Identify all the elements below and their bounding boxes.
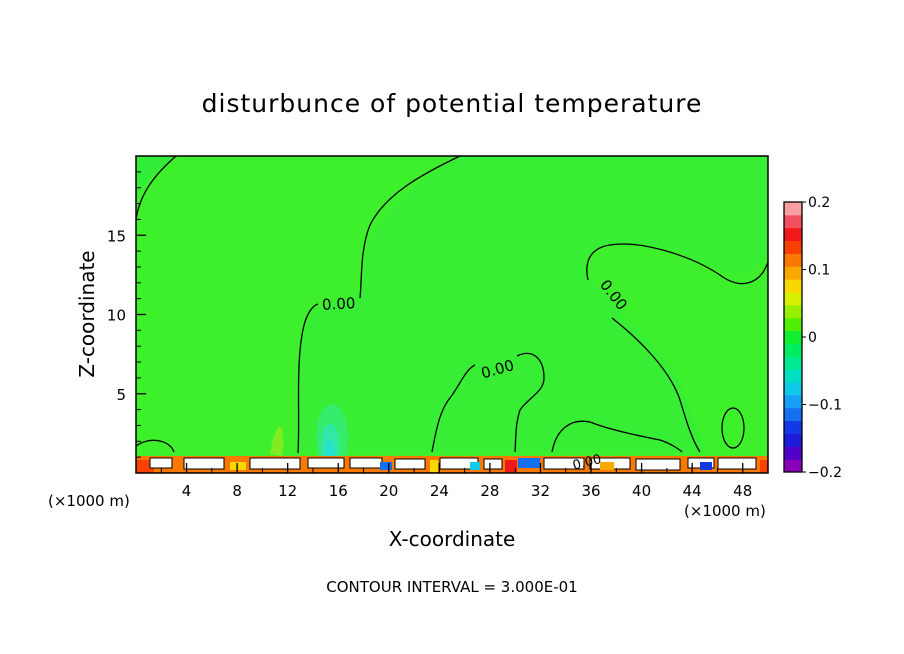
x-tick-label: 36 — [581, 482, 600, 500]
colorbar-swatch — [784, 446, 802, 460]
colorbar-swatch — [784, 356, 802, 370]
plot-area: 0.00 0.00 0.00 0.00 — [135, 155, 769, 474]
colorbar-swatch — [784, 304, 802, 319]
colorbar-swatch — [784, 420, 802, 434]
colorbar-swatch — [784, 433, 802, 447]
x-unit-right: (×1000 m) — [684, 502, 766, 520]
colorbar-swatch — [784, 382, 802, 396]
contour-label-1: 0.00 — [322, 294, 356, 314]
x-axis-label: X-coordinate — [389, 527, 516, 551]
colorbar-swatch — [784, 279, 802, 293]
colorbar-swatch — [784, 202, 802, 216]
y-tick-label: 15 — [107, 227, 126, 245]
colorbar-swatch — [784, 240, 802, 254]
colorbar-tick-label: −0.2 — [808, 465, 842, 481]
contour-main-left — [297, 303, 319, 454]
x-axis: 4 8 12 16 20 24 28 32 36 40 44 48 — [160, 463, 752, 500]
x-tick-label: 48 — [733, 482, 752, 500]
colorbar-swatch — [784, 459, 802, 473]
contour-right-top — [586, 243, 769, 285]
x-tick-label: 4 — [182, 482, 192, 500]
contour-main-upper — [359, 155, 461, 299]
colorbar-swatch — [784, 266, 802, 280]
contour-lines — [135, 155, 769, 454]
y-tick-label: 10 — [107, 307, 126, 325]
contour-top-left — [135, 155, 177, 221]
y-tick-label: 5 — [116, 386, 126, 404]
colorbar-swatch — [784, 214, 802, 229]
x-tick-label: 44 — [683, 482, 702, 500]
chart-title: disturbunce of potential temperature — [202, 89, 703, 118]
contour-middle — [431, 352, 545, 453]
colorbar-swatch — [784, 292, 802, 306]
x-tick-label: 8 — [232, 482, 242, 500]
x-tick-label: 28 — [480, 482, 499, 500]
contour-right-lower — [551, 420, 683, 453]
colorbar-swatch — [784, 227, 802, 242]
colorbar-swatch — [784, 253, 802, 267]
colorbar-tick-label: 0.2 — [808, 195, 830, 211]
field-region-lower — [298, 156, 768, 452]
colorbar-swatch — [784, 407, 802, 422]
contour-bottom-left — [135, 439, 175, 453]
y-axis: 5 10 15 — [107, 171, 146, 458]
contour-closed-right — [721, 407, 745, 449]
surface-band-details — [136, 457, 768, 473]
x-tick-label: 32 — [531, 482, 550, 500]
contour-label-4: 0.00 — [571, 452, 603, 474]
colorbar-swatch — [784, 317, 802, 332]
x-unit-left: (×1000 m) — [48, 492, 130, 510]
colorbar-swatch — [784, 394, 802, 409]
x-tick-label: 20 — [379, 482, 398, 500]
colorbar-swatch — [784, 330, 802, 344]
colorbar: 0.2 0.1 0 −0.1 −0.2 — [783, 195, 842, 481]
x-tick-label: 12 — [278, 482, 297, 500]
colorbar-tick-label: 0.1 — [808, 263, 830, 279]
field-region-left — [136, 156, 176, 200]
colorbar-tick-label: 0 — [808, 330, 817, 346]
contour-interval-footer: CONTOUR INTERVAL = 3.000E-01 — [326, 578, 577, 596]
x-tick-label: 40 — [632, 482, 651, 500]
colorbar-tick-label: −0.1 — [808, 398, 842, 414]
colorbar-swatch — [784, 343, 802, 357]
colorbar-swatch — [784, 369, 802, 383]
contour-right-diag — [611, 317, 701, 453]
x-tick-label: 24 — [430, 482, 449, 500]
yellowgreen-streak — [270, 426, 284, 456]
x-tick-label: 16 — [329, 482, 348, 500]
y-axis-label: Z-coordinate — [75, 250, 99, 377]
